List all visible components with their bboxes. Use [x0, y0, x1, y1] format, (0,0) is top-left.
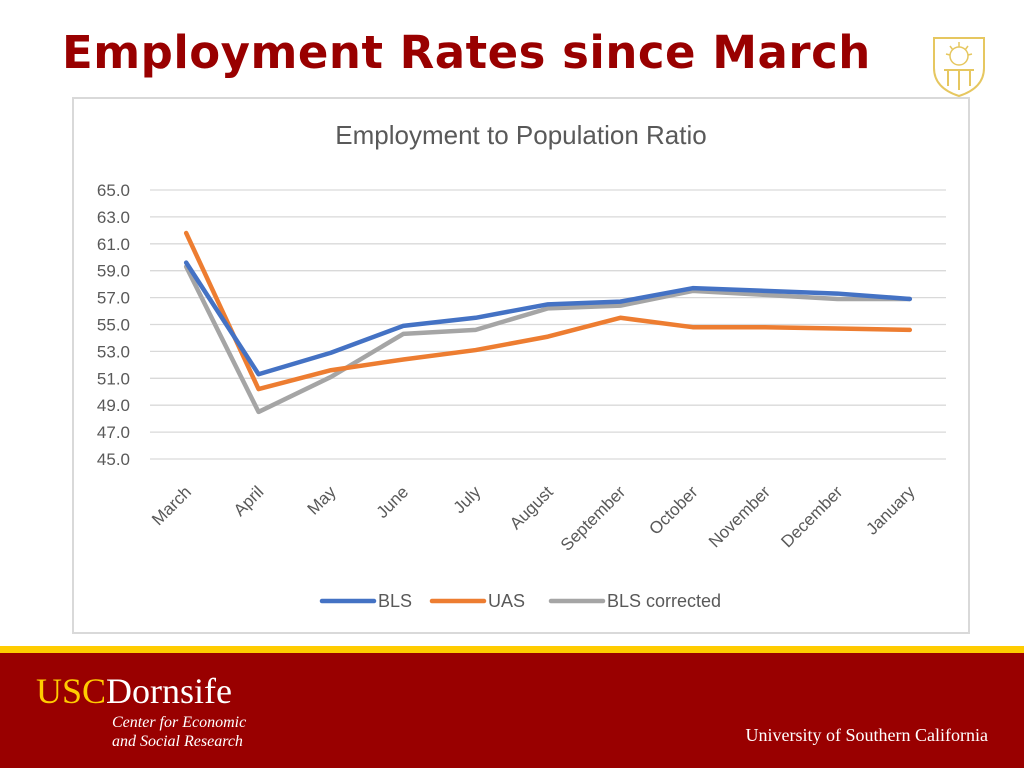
university-name: University of Southern California	[745, 725, 988, 745]
gold-stripe	[0, 646, 1024, 653]
x-tick-label: July	[450, 482, 485, 517]
x-tick-label: December	[777, 482, 846, 551]
y-tick-label: 65.0	[97, 181, 130, 200]
x-tick-label: June	[373, 482, 413, 522]
x-tick-label: November	[705, 482, 774, 551]
y-tick-label: 57.0	[97, 289, 130, 308]
logo-dornsife-text: Dornsife	[106, 671, 232, 711]
chart-title: Employment to Population Ratio	[335, 120, 707, 150]
series-line-uas	[183, 230, 913, 392]
chart-frame: Employment to Population Ratio 65.0 63.0 6…	[72, 97, 970, 634]
series-line-bls-corrected	[183, 264, 913, 415]
x-tick-label: March	[148, 482, 195, 529]
y-tick-label: 63.0	[97, 208, 130, 227]
x-tick-label: October	[645, 482, 701, 538]
usc-dornsife-logo: USCDornsife	[36, 673, 232, 709]
x-tick-label: January	[862, 482, 919, 539]
series-line-bls	[183, 260, 913, 377]
x-tick-label: April	[230, 482, 267, 519]
y-tick-label: 53.0	[97, 342, 130, 361]
legend-label: BLS	[378, 591, 412, 611]
x-tick-label: May	[304, 482, 340, 518]
y-tick-label: 61.0	[97, 235, 130, 254]
legend-label: BLS corrected	[607, 591, 721, 611]
center-name-line2: and Social Research	[112, 733, 243, 750]
x-tick-label: September	[557, 482, 629, 554]
logo-usc-text: USC	[36, 671, 107, 711]
y-tick-label: 51.0	[97, 369, 130, 388]
y-tick-label: 59.0	[97, 262, 130, 281]
y-tick-label: 45.0	[97, 450, 130, 469]
line-chart: 65.0 63.0 61.0 59.0 57.0 55.0 53.0 51.0 49.0 47.0…	[97, 181, 946, 611]
y-tick-label: 47.0	[97, 423, 130, 442]
legend-label: UAS	[488, 591, 525, 611]
y-tick-label: 55.0	[97, 316, 130, 335]
footer-bar: USCDornsife Center for Economic and Soci…	[0, 653, 1024, 768]
slide-title: Employment Rates since March	[62, 26, 871, 79]
usc-seal-icon	[933, 37, 985, 98]
x-tick-label: August	[506, 482, 557, 533]
center-name-line1: Center for Economic	[112, 714, 247, 731]
y-tick-label: 49.0	[97, 396, 130, 415]
